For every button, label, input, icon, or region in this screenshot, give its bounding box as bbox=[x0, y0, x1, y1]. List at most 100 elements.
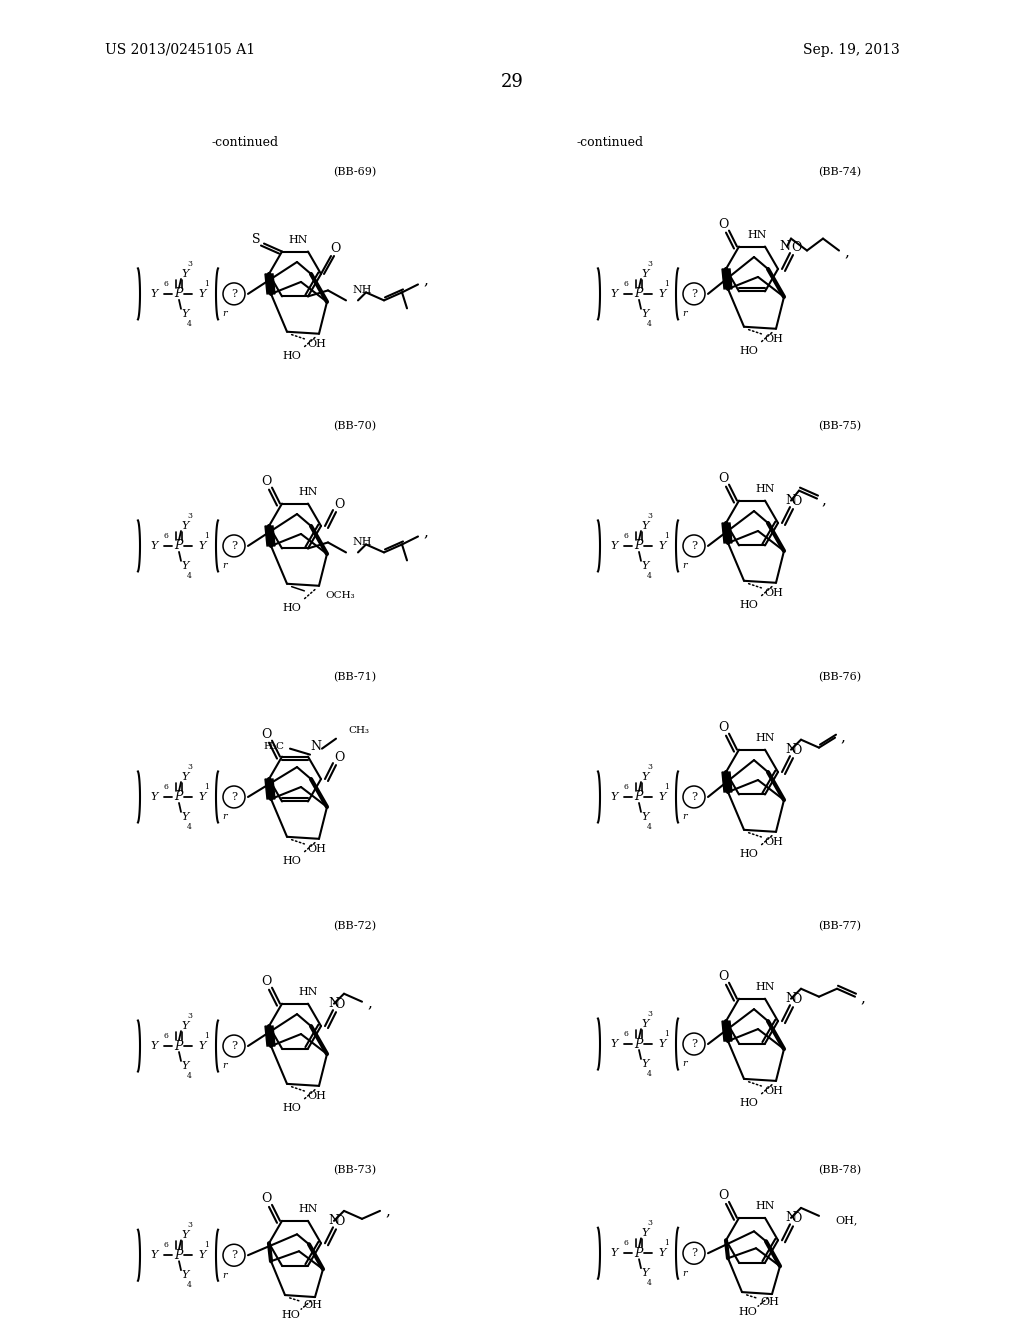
Text: P: P bbox=[634, 1246, 642, 1259]
Text: O: O bbox=[261, 729, 271, 742]
Text: 3: 3 bbox=[187, 260, 193, 268]
Text: Y: Y bbox=[198, 792, 206, 803]
Text: N: N bbox=[328, 997, 339, 1010]
Text: 4: 4 bbox=[647, 822, 652, 830]
Text: Y: Y bbox=[610, 792, 618, 803]
Text: P: P bbox=[174, 1249, 182, 1262]
Polygon shape bbox=[265, 275, 275, 294]
Text: 3: 3 bbox=[187, 1012, 193, 1020]
Text: S: S bbox=[252, 234, 260, 246]
Text: 4: 4 bbox=[647, 1279, 652, 1287]
Text: 1: 1 bbox=[664, 783, 669, 791]
Text: Y: Y bbox=[610, 289, 618, 298]
Text: 4: 4 bbox=[647, 1071, 652, 1078]
Text: 6: 6 bbox=[164, 280, 169, 288]
Text: OH: OH bbox=[765, 587, 783, 598]
Text: ?: ? bbox=[691, 541, 697, 550]
Text: ,: , bbox=[860, 991, 865, 1006]
Text: HN: HN bbox=[756, 733, 775, 743]
Text: O: O bbox=[791, 743, 801, 756]
Text: r: r bbox=[222, 561, 226, 570]
Text: ?: ? bbox=[691, 1039, 697, 1049]
Text: Y: Y bbox=[151, 1250, 158, 1261]
Text: HO: HO bbox=[283, 351, 301, 360]
Polygon shape bbox=[722, 523, 732, 543]
Text: Y: Y bbox=[641, 1229, 648, 1238]
Text: P: P bbox=[634, 1038, 642, 1051]
Text: OH: OH bbox=[765, 1086, 783, 1096]
Text: NH: NH bbox=[352, 537, 372, 548]
Text: 3: 3 bbox=[647, 1220, 652, 1228]
Text: ,: , bbox=[424, 273, 428, 288]
Text: Y: Y bbox=[198, 541, 206, 550]
Text: 6: 6 bbox=[164, 783, 169, 791]
Text: Y: Y bbox=[181, 269, 188, 279]
Text: r: r bbox=[222, 309, 226, 318]
Text: N: N bbox=[310, 741, 322, 754]
Polygon shape bbox=[722, 772, 732, 792]
Text: r: r bbox=[682, 1269, 687, 1278]
Text: Y: Y bbox=[181, 772, 188, 781]
Text: HN: HN bbox=[756, 483, 775, 494]
Text: OH,: OH, bbox=[835, 1214, 857, 1225]
Text: O: O bbox=[791, 495, 801, 508]
Text: O: O bbox=[334, 1214, 344, 1228]
Text: OH: OH bbox=[307, 1090, 327, 1101]
Text: 1: 1 bbox=[664, 1239, 669, 1247]
Text: Y: Y bbox=[641, 269, 648, 279]
Text: HO: HO bbox=[739, 1098, 759, 1107]
Text: Y: Y bbox=[641, 309, 648, 319]
Text: 6: 6 bbox=[624, 280, 629, 288]
Text: OH: OH bbox=[303, 1300, 323, 1309]
Text: N: N bbox=[785, 1212, 796, 1225]
Text: O: O bbox=[330, 242, 340, 255]
Text: r: r bbox=[682, 309, 687, 318]
Text: Y: Y bbox=[198, 1041, 206, 1051]
Text: 29: 29 bbox=[501, 73, 523, 91]
Text: Y: Y bbox=[181, 309, 188, 319]
Text: Y: Y bbox=[181, 561, 188, 570]
Text: P: P bbox=[634, 288, 642, 301]
Text: Y: Y bbox=[610, 541, 618, 550]
Text: ,: , bbox=[424, 525, 428, 540]
Text: Y: Y bbox=[658, 541, 666, 550]
Text: Y: Y bbox=[181, 521, 188, 531]
Text: HO: HO bbox=[739, 346, 759, 355]
Text: ,: , bbox=[368, 997, 373, 1011]
Text: Y: Y bbox=[641, 1269, 648, 1278]
Text: HN: HN bbox=[298, 987, 317, 997]
Text: r: r bbox=[222, 812, 226, 821]
Text: Y: Y bbox=[610, 1039, 618, 1049]
Text: Y: Y bbox=[641, 521, 648, 531]
Text: 1: 1 bbox=[204, 1241, 209, 1249]
Text: Y: Y bbox=[181, 1230, 188, 1241]
Text: HN: HN bbox=[288, 235, 308, 244]
Text: 3: 3 bbox=[187, 512, 193, 520]
Text: ?: ? bbox=[231, 1250, 237, 1261]
Text: ,: , bbox=[821, 494, 826, 508]
Text: (BB-76): (BB-76) bbox=[818, 672, 861, 682]
Text: 6: 6 bbox=[624, 1030, 629, 1038]
Text: ?: ? bbox=[231, 541, 237, 550]
Text: O: O bbox=[718, 218, 728, 231]
Text: O: O bbox=[334, 998, 344, 1011]
Text: ?: ? bbox=[231, 289, 237, 298]
Text: 1: 1 bbox=[204, 783, 209, 791]
Text: 1: 1 bbox=[664, 280, 669, 288]
Text: NH: NH bbox=[352, 285, 372, 296]
Text: N: N bbox=[785, 494, 796, 507]
Text: ,: , bbox=[845, 246, 850, 260]
Text: ?: ? bbox=[691, 792, 697, 803]
Text: 3: 3 bbox=[187, 763, 193, 771]
Text: O: O bbox=[791, 993, 801, 1006]
Text: Y: Y bbox=[151, 541, 158, 550]
Text: Y: Y bbox=[641, 772, 648, 781]
Text: HN: HN bbox=[298, 487, 317, 496]
Text: N: N bbox=[779, 240, 790, 253]
Text: HO: HO bbox=[283, 1102, 301, 1113]
Text: O: O bbox=[791, 240, 801, 253]
Text: OH: OH bbox=[307, 339, 327, 348]
Text: Y: Y bbox=[181, 812, 188, 822]
Text: (BB-69): (BB-69) bbox=[334, 168, 377, 177]
Polygon shape bbox=[265, 1026, 275, 1045]
